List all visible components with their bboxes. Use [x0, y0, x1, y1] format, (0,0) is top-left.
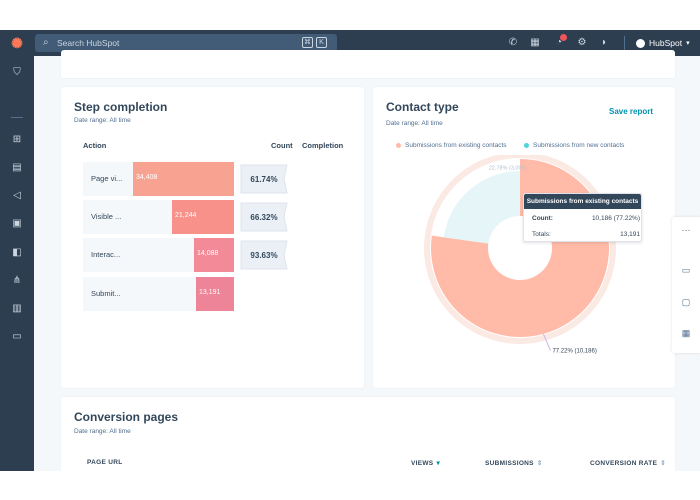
chevron-down-icon: ▾: [686, 40, 690, 47]
slice-label-leader-line: [542, 333, 551, 351]
completion-arrow: [240, 202, 288, 232]
tooltip-title: Submissions from existing contacts: [524, 194, 641, 209]
sort-icon: ⇕: [660, 460, 666, 467]
funnel-row[interactable]: Page vi... 34,408: [83, 162, 234, 196]
column-header-count: Count: [271, 141, 293, 150]
completion-rate: 93.63%: [250, 251, 278, 260]
account-name: HubSpot: [649, 38, 683, 48]
funnel-bar-value: 21,244: [175, 212, 197, 219]
notification-badge: [560, 34, 567, 41]
legend-swatch: [524, 143, 529, 148]
slice-label-new: 22.78% (3,005): [489, 166, 527, 172]
calendar-icon[interactable]: ▣: [12, 218, 22, 229]
conversion-pages-title: Conversion pages: [74, 410, 179, 424]
search-icon: ⌕: [43, 37, 49, 48]
funnel-bar-value: 14,088: [197, 250, 219, 257]
shortcut-key-k: K: [316, 37, 327, 48]
column-header-conversion-rate[interactable]: CONVERSION RATE ⇕: [590, 460, 666, 467]
upgrade-icon[interactable]: ◔: [555, 37, 563, 48]
content-icon[interactable]: ◧: [12, 247, 22, 258]
funnel-step-label: Interac...: [91, 250, 121, 259]
folder-icon[interactable]: ▭: [12, 331, 22, 342]
legend-label: Submissions from new contacts: [533, 142, 625, 149]
column-header-views[interactable]: VIEWS ▾: [411, 460, 441, 467]
funnel-step-label: Page vi...: [91, 174, 123, 183]
funnel-row[interactable]: Submit... 13,191: [83, 277, 234, 311]
dashboard-grid-icon[interactable]: ⊞: [12, 134, 22, 145]
account-menu[interactable]: HubSpot ▾: [636, 36, 690, 50]
column-header-page-url[interactable]: PAGE URL: [87, 459, 123, 466]
funnel-row[interactable]: Interac... 14,088: [83, 238, 234, 272]
shortcut-key-cmd: ⌘: [302, 37, 313, 48]
funnel-bar-value: 13,191: [199, 289, 221, 296]
marketplace-icon[interactable]: ▦: [530, 37, 540, 48]
sort-desc-icon: ▾: [436, 460, 441, 467]
tooltip-count-value: 10,186 (77.22%): [591, 215, 640, 222]
contact-type-date-range: Date range: All time: [386, 120, 443, 127]
sort-icon: ⇕: [536, 460, 543, 467]
funnel-bar[interactable]: 14,088: [194, 238, 234, 272]
save-report-link[interactable]: Save report: [609, 107, 654, 116]
floating-side-panel: ⋯ ▭ ▢ ▦: [672, 217, 700, 353]
conversion-pages-date-range: Date range: All time: [74, 428, 131, 435]
funnel-bar[interactable]: 13,191: [196, 277, 234, 311]
step-completion-card: [61, 87, 364, 388]
slice-label-existing: 77.22% (10,186): [552, 349, 596, 355]
search-input[interactable]: Search HubSpot: [57, 38, 120, 48]
contact-type-donut-chart: 22.78% (3,005) 77.22% (10,186): [424, 155, 616, 355]
hubspot-logo-icon[interactable]: ✺: [11, 35, 23, 51]
donut-slice-new-contacts[interactable]: [443, 171, 520, 244]
chart-tooltip: Submissions from existing contacts Count…: [523, 193, 642, 242]
completion-arrows: [240, 164, 288, 270]
completion-rate: 61.74%: [250, 175, 278, 184]
reports-bar-chart-icon[interactable]: ▥: [12, 303, 22, 314]
contacts-icon[interactable]: ▤: [12, 162, 22, 173]
tooltip-total-row: Totals: 13,191: [532, 231, 640, 238]
column-header-completion: Completion: [302, 141, 344, 150]
legend-label: Submissions from existing contacts: [405, 142, 507, 149]
column-header-submissions[interactable]: SUBMISSIONS ⇕: [485, 460, 543, 467]
chat-icon[interactable]: ▭: [681, 265, 691, 275]
topbar-divider: [624, 36, 625, 50]
tooltip-count-row: Count: 10,186 (77.22%): [532, 215, 640, 222]
left-sidebar: ⛉ ⊞ ▤ ◁ ▣ ◧ ⋔ ▥ ▭: [0, 56, 34, 471]
step-completion-date-range: Date range: All time: [74, 117, 131, 124]
tooltip-total-value: 13,191: [620, 231, 640, 238]
sidebar-divider: [11, 117, 23, 118]
automation-icon[interactable]: ⋔: [12, 275, 22, 286]
completion-rate: 66.32%: [250, 213, 278, 222]
window-icon[interactable]: ▢: [681, 297, 691, 307]
funnel-bar[interactable]: 34,408: [133, 162, 234, 196]
settings-gear-icon[interactable]: ⚙: [577, 37, 587, 48]
conversion-pages-card: [61, 397, 675, 471]
funnel-step-label: Submit...: [91, 289, 121, 298]
funnel-step-label: Visible ...: [91, 212, 122, 221]
column-header-action: Action: [83, 141, 107, 150]
notifications-bell-icon[interactable]: ◗: [600, 37, 608, 48]
bookmark-icon[interactable]: ⛉: [13, 67, 21, 78]
funnel-bar[interactable]: 21,244: [172, 200, 234, 234]
avatar: [636, 38, 645, 48]
marketing-megaphone-icon[interactable]: ◁: [13, 190, 21, 201]
funnel-row[interactable]: Visible ... 21,244: [83, 200, 234, 234]
legend-item-existing[interactable]: Submissions from existing contacts: [396, 142, 507, 149]
drag-handle-icon[interactable]: ⋯: [681, 225, 691, 235]
contact-type-title: Contact type: [386, 100, 459, 114]
completion-arrow: [240, 164, 288, 194]
funnel-bar-value: 34,408: [136, 174, 158, 181]
tooltip-total-label: Totals:: [532, 231, 551, 238]
legend-item-new[interactable]: Submissions from new contacts: [524, 142, 624, 149]
legend-swatch: [396, 143, 401, 148]
donut-hover-halo: [424, 155, 616, 344]
calendar-icon[interactable]: ▦: [681, 328, 691, 338]
tooltip-count-label: Count:: [532, 215, 553, 222]
step-completion-title: Step completion: [74, 100, 168, 114]
phone-icon[interactable]: ✆: [508, 37, 518, 48]
search-bar[interactable]: ⌕ Search HubSpot ⌘ K: [35, 34, 337, 52]
completion-arrow: [240, 240, 288, 270]
top-partial-card: [61, 50, 675, 78]
